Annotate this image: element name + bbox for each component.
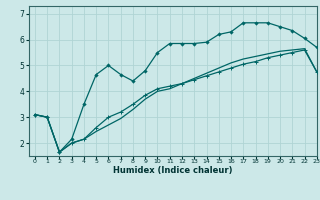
- X-axis label: Humidex (Indice chaleur): Humidex (Indice chaleur): [113, 166, 233, 175]
